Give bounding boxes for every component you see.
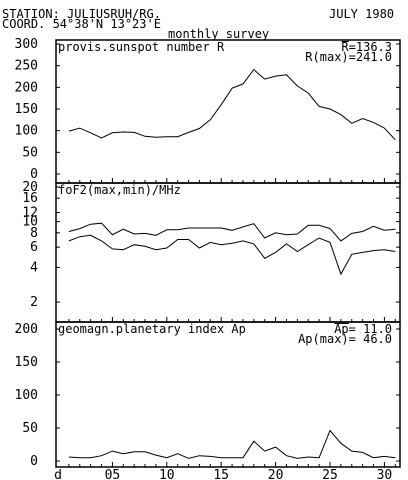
- ap-xtick-label: 20: [268, 468, 284, 480]
- fof2-frame: [55, 182, 401, 323]
- sunspot-ytick-label: 50: [22, 145, 38, 160]
- station-label: STATION: JULIUSRUH/RG.: [2, 7, 161, 21]
- fof2-ytick-label: 12: [22, 206, 38, 221]
- fof2-ytick-label: 2: [30, 295, 38, 310]
- ap-ytick-label: 150: [15, 355, 38, 370]
- ap-stat-0: Ap= 11.0: [334, 322, 392, 336]
- ap-title: geomagn.planetary index Ap: [58, 322, 246, 336]
- ap-ytick-label: 100: [15, 388, 38, 403]
- ap-xtick-label: 30: [377, 468, 393, 480]
- sunspot-ytick-label: 250: [15, 59, 38, 74]
- survey-subtitle: monthly survey: [168, 27, 270, 41]
- fof2-ytick-label: 20: [22, 180, 38, 195]
- ap-ytick-label: 200: [15, 322, 38, 337]
- fof2-ytick-label: 8: [30, 226, 38, 241]
- sunspot-ytick-label: 100: [15, 124, 38, 139]
- ap-xtick-label: 25: [322, 468, 338, 480]
- sunspot-stat-1: R(max)=241.0: [305, 50, 392, 64]
- fof2-title: foF2(max,min)/MHz: [58, 183, 181, 197]
- ap-xtick-label: 10: [159, 468, 175, 480]
- ap-series-line-0: [68, 429, 396, 459]
- sunspot-series-line-0: [68, 68, 396, 141]
- sunspot-stat-0: R=136.3: [341, 40, 392, 54]
- sunspot-ytick-label: 300: [15, 37, 38, 52]
- fof2-series-line-0: [68, 222, 396, 242]
- sunspot-title: provis.sunspot number R: [58, 40, 225, 54]
- fof2-series-line-1: [68, 234, 396, 276]
- date-label: JULY 1980: [329, 7, 395, 21]
- sunspot-ytick-label: 200: [15, 80, 38, 95]
- sunspot-ytick-label: 0: [30, 167, 38, 182]
- sunspot-ytick-label: 150: [15, 102, 38, 117]
- fof2-ytick-label: 10: [22, 215, 38, 230]
- coordinates-label: COORD. 54°38'N 13°23'E: [2, 17, 161, 31]
- ap-xtick-label: 15: [213, 468, 229, 480]
- fof2-ytick-label: 16: [22, 191, 38, 206]
- ap-ytick-label: 0: [30, 454, 38, 469]
- fof2-ytick-label: 6: [30, 240, 38, 255]
- ap-xtick-label: d: [54, 468, 62, 480]
- ap-stat-1: Ap(max)= 46.0: [298, 332, 392, 346]
- fof2-ytick-label: 4: [30, 260, 38, 275]
- ap-ytick-label: 50: [22, 421, 38, 436]
- ap-xtick-label: 05: [105, 468, 121, 480]
